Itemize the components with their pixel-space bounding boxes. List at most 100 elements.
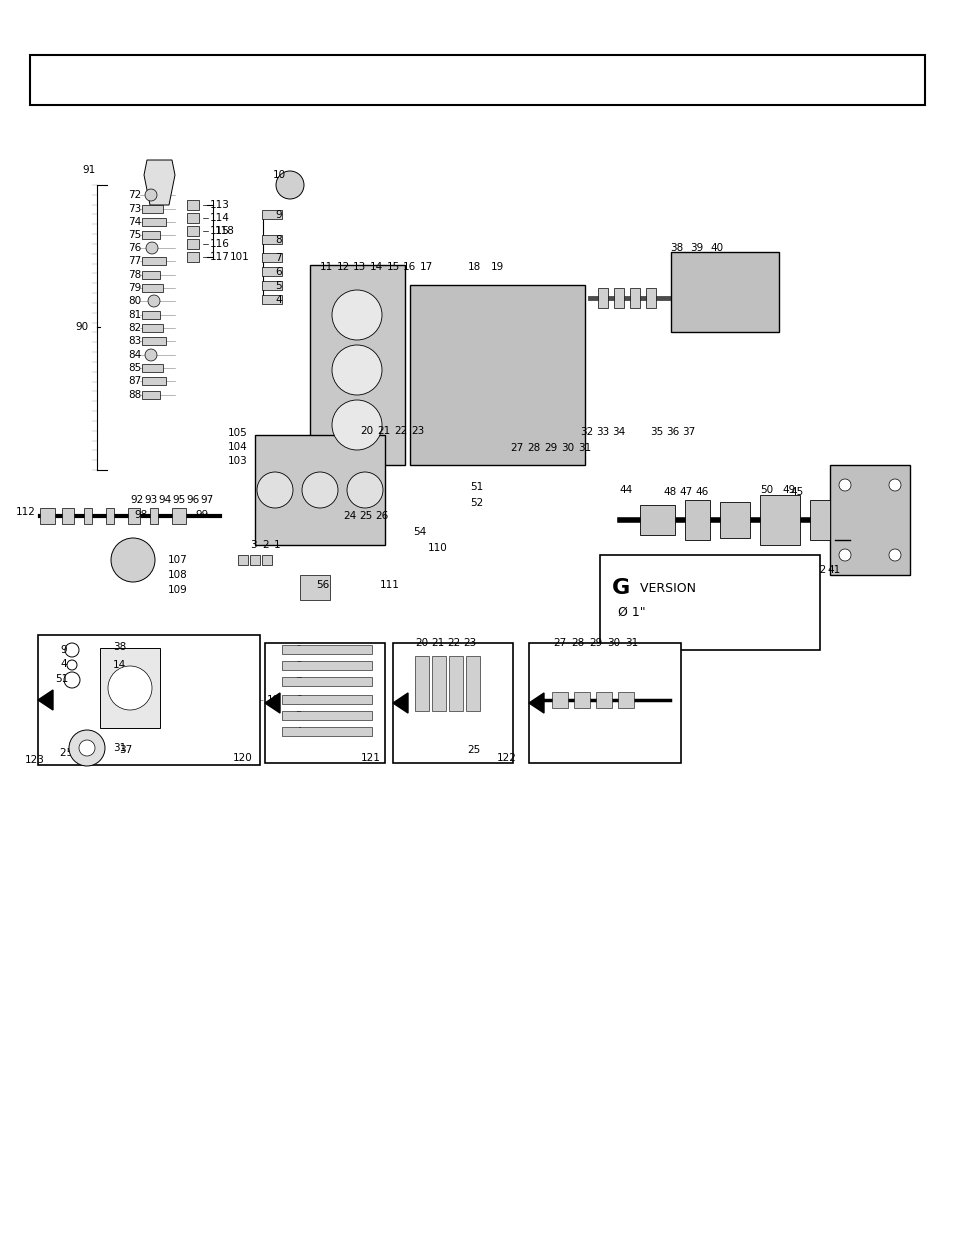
Text: 22: 22 [394, 426, 407, 436]
Text: 113: 113 [210, 200, 230, 210]
Bar [282, 727, 372, 736]
Bar [282, 661, 372, 671]
Bar [829, 466, 909, 576]
Circle shape [146, 242, 158, 254]
Bar [262, 282, 282, 290]
Text: 88: 88 [128, 390, 141, 400]
Text: 101: 101 [230, 252, 250, 262]
Circle shape [145, 189, 157, 201]
Text: 96: 96 [186, 495, 199, 505]
Text: 5: 5 [274, 282, 281, 291]
Text: 6: 6 [294, 695, 301, 705]
Text: 77: 77 [128, 256, 141, 266]
Bar [720, 501, 749, 538]
Text: 8: 8 [274, 235, 281, 245]
Text: 9: 9 [294, 645, 301, 655]
Bar [187, 226, 199, 236]
Circle shape [275, 170, 304, 199]
Bar [187, 200, 199, 210]
Circle shape [302, 472, 337, 508]
Text: 21: 21 [431, 638, 444, 648]
Text: 9: 9 [274, 210, 281, 220]
Text: 112: 112 [16, 508, 36, 517]
Text: 31: 31 [578, 443, 591, 453]
Text: 90: 90 [76, 322, 89, 332]
Bar [282, 677, 372, 685]
Bar [40, 508, 55, 524]
Bar [449, 656, 462, 711]
Text: 23: 23 [462, 638, 476, 648]
Bar [142, 364, 163, 372]
Text: 49: 49 [781, 485, 795, 495]
Text: 47: 47 [679, 487, 692, 496]
Bar [84, 508, 91, 524]
Bar [265, 643, 385, 763]
Bar [237, 555, 248, 564]
Bar [574, 692, 589, 708]
Bar [282, 645, 372, 655]
Text: 29: 29 [588, 638, 601, 648]
Bar [282, 711, 372, 720]
Text: 31: 31 [624, 638, 638, 648]
Text: 92: 92 [130, 495, 143, 505]
Text: 54: 54 [413, 527, 426, 537]
Bar [172, 508, 186, 524]
Text: 111: 111 [379, 580, 399, 590]
Bar [254, 435, 385, 545]
Text: 109: 109 [168, 585, 188, 595]
Text: 81: 81 [128, 310, 141, 320]
Bar [299, 576, 330, 600]
Text: 78: 78 [128, 270, 141, 280]
Text: 120: 120 [233, 753, 253, 763]
Bar [142, 284, 163, 291]
Bar [100, 648, 160, 727]
Text: 37: 37 [681, 427, 695, 437]
Bar [596, 692, 612, 708]
Text: 94: 94 [158, 495, 172, 505]
Circle shape [111, 538, 154, 582]
Text: 114: 114 [210, 212, 230, 224]
Bar [30, 56, 924, 105]
Text: 85: 85 [128, 363, 141, 373]
Bar [187, 240, 199, 249]
Polygon shape [38, 690, 53, 710]
Circle shape [332, 345, 381, 395]
Text: 5: 5 [294, 711, 301, 721]
Bar [250, 555, 260, 564]
Bar [262, 267, 282, 275]
Text: 97: 97 [200, 495, 213, 505]
Bar [614, 288, 623, 308]
Text: 28: 28 [571, 638, 583, 648]
Bar [142, 270, 160, 279]
Text: 24: 24 [343, 511, 355, 521]
Bar [150, 508, 158, 524]
Text: Ø 1": Ø 1" [618, 605, 645, 619]
Circle shape [108, 666, 152, 710]
Circle shape [256, 472, 293, 508]
Bar [262, 235, 282, 245]
Text: 13: 13 [353, 262, 366, 272]
Text: 56: 56 [315, 580, 329, 590]
Text: 46: 46 [112, 690, 126, 700]
Bar [142, 205, 163, 212]
Bar [760, 495, 800, 545]
Text: 93: 93 [144, 495, 157, 505]
Text: 36: 36 [665, 427, 679, 437]
Circle shape [332, 400, 381, 450]
Text: 30: 30 [606, 638, 619, 648]
Text: 15: 15 [387, 262, 400, 272]
Bar [142, 391, 160, 399]
Text: 46: 46 [695, 487, 707, 496]
Text: 19: 19 [491, 262, 504, 272]
Text: 16: 16 [402, 262, 416, 272]
Text: 75: 75 [128, 230, 141, 240]
Text: 48: 48 [662, 487, 676, 496]
Text: 20: 20 [415, 638, 428, 648]
Bar [410, 285, 584, 466]
Text: 73: 73 [128, 204, 141, 214]
Text: 116: 116 [210, 240, 230, 249]
Text: 76: 76 [128, 243, 141, 253]
Text: 4: 4 [294, 727, 301, 737]
Text: 45: 45 [789, 487, 802, 496]
Bar [310, 266, 405, 466]
